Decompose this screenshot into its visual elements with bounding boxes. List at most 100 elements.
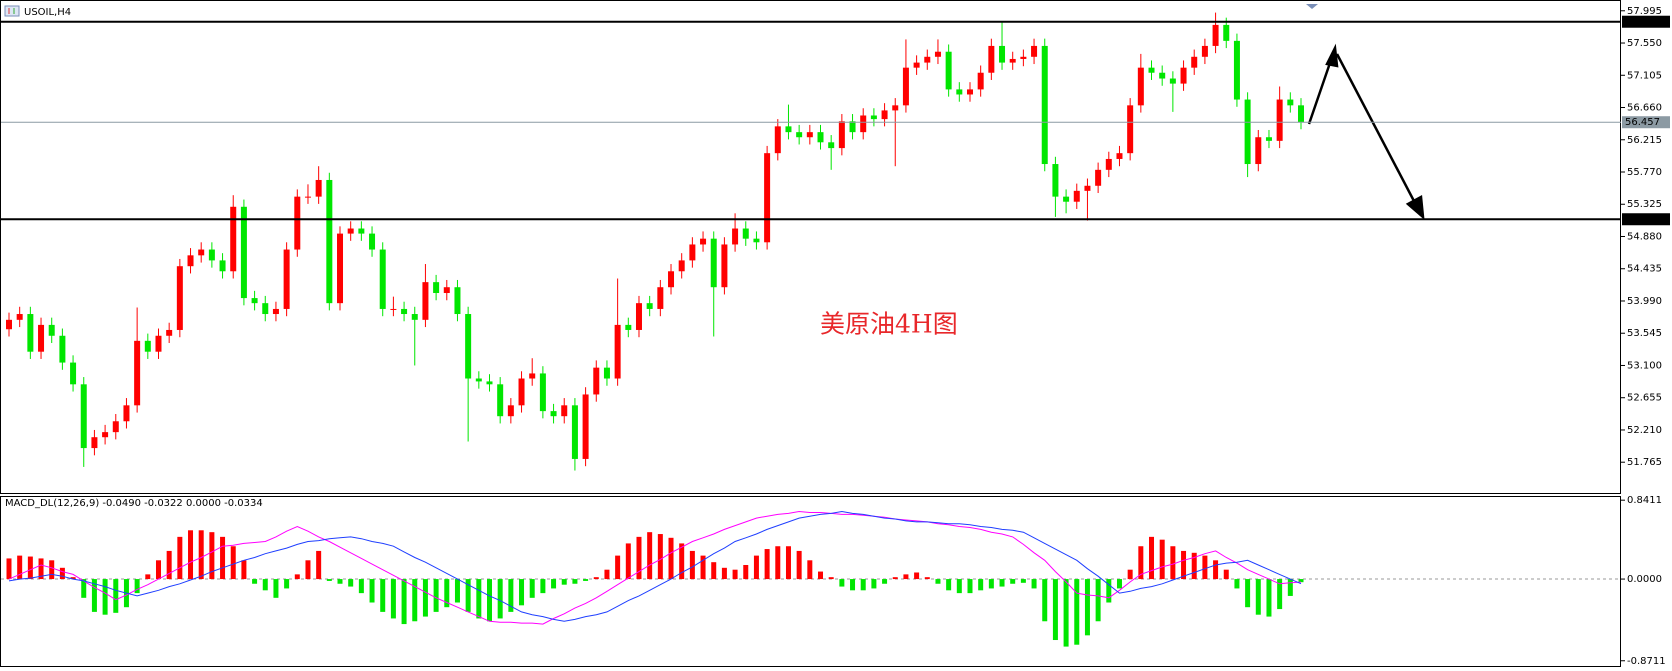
- histogram-bar: [914, 572, 920, 580]
- y-tick-label: 0.0000: [1627, 574, 1662, 585]
- histogram-bar: [145, 574, 151, 580]
- candle-body: [422, 282, 429, 320]
- candle-body: [657, 287, 664, 309]
- candle-body: [764, 153, 771, 243]
- candle-body: [582, 394, 589, 459]
- histogram-bar: [647, 532, 653, 580]
- candle-body: [934, 51, 941, 57]
- current-price-label: 56.457: [1625, 117, 1660, 128]
- candle-body: [1201, 45, 1208, 57]
- candle-body: [123, 405, 130, 422]
- histogram-bar: [711, 562, 717, 580]
- histogram-bar: [1159, 539, 1165, 580]
- candle-body: [614, 324, 621, 379]
- histogram-bar: [102, 579, 108, 615]
- candle-body: [240, 206, 247, 299]
- candle-body: [27, 314, 34, 352]
- histogram-bar: [999, 579, 1005, 587]
- symbol-icon: [4, 5, 20, 17]
- histogram-bar: [540, 579, 546, 594]
- candle-body: [91, 437, 98, 449]
- histogram-bar: [390, 579, 396, 619]
- histogram-bar: [1084, 579, 1090, 636]
- y-tick-label: 53.545: [1627, 328, 1662, 339]
- histogram-bar: [967, 579, 973, 594]
- histogram-bar: [412, 579, 418, 622]
- histogram-bar: [946, 579, 952, 591]
- level-label: 55.118: [1625, 214, 1660, 225]
- candle-body: [443, 287, 450, 294]
- candle-body: [315, 179, 322, 197]
- histogram-bar: [209, 532, 215, 580]
- histogram-bar: [743, 564, 749, 580]
- histogram-bar: [59, 567, 65, 580]
- histogram-bar: [839, 579, 845, 587]
- forecast-arrows: [1307, 43, 1425, 221]
- histogram-bar: [358, 579, 364, 594]
- candle-body: [1233, 40, 1240, 100]
- histogram-bar: [850, 579, 856, 591]
- candle-body: [1073, 190, 1080, 202]
- histogram-bar: [134, 579, 140, 594]
- histogram-bar: [1223, 569, 1229, 580]
- candle-body: [1063, 196, 1070, 202]
- histogram-bar: [1266, 579, 1272, 617]
- histogram-bar: [903, 574, 909, 580]
- y-tick-label: 53.100: [1627, 360, 1662, 371]
- annotation: 美原油4H图: [820, 310, 958, 339]
- histogram-bar: [241, 560, 247, 580]
- candle-body: [689, 244, 696, 261]
- histogram-bar: [1277, 579, 1283, 610]
- macd-panel: [0, 496, 1621, 667]
- histogram-bar: [583, 579, 589, 581]
- histogram-bar: [1020, 579, 1026, 583]
- histogram-bar: [828, 577, 834, 580]
- histogram-bar: [262, 579, 268, 591]
- candle-body: [1255, 137, 1262, 165]
- candle-body: [1052, 164, 1059, 197]
- histogram-bar: [689, 550, 695, 580]
- histogram-bar: [27, 556, 33, 580]
- candle-body: [304, 196, 311, 198]
- histogram-bar: [284, 579, 290, 589]
- candle-body: [1031, 45, 1038, 57]
- candle-body: [635, 303, 642, 330]
- candle-body: [999, 45, 1006, 63]
- histogram-bar: [337, 579, 343, 584]
- histogram-bar: [604, 569, 610, 580]
- histogram-bar: [625, 543, 631, 580]
- candle-body: [1137, 67, 1144, 106]
- candle-body: [272, 308, 279, 315]
- candle-body: [593, 367, 600, 395]
- candle-body: [486, 381, 493, 385]
- histogram-bar: [935, 579, 941, 584]
- candle-body: [561, 405, 568, 417]
- histogram-bar: [369, 579, 375, 603]
- candle-body: [678, 260, 685, 272]
- candle-body: [48, 324, 55, 336]
- histogram-bar: [316, 550, 322, 580]
- candle-body: [603, 367, 610, 379]
- histogram-bar: [497, 579, 503, 619]
- candle-body: [817, 132, 824, 143]
- histogram-bar: [892, 577, 898, 580]
- histogram-bar: [6, 558, 12, 580]
- histogram-bar: [465, 579, 471, 612]
- histogram-bar: [155, 560, 161, 580]
- candle-body: [1159, 72, 1166, 79]
- histogram-bar: [956, 579, 962, 594]
- plot: 57.995 57.550 57.105 56.660 56.215 55.770 55.3…: [1, 6, 1670, 667]
- histogram-bar: [1170, 546, 1176, 580]
- candle-body: [1127, 105, 1134, 154]
- histogram-bar: [764, 549, 770, 580]
- candle-body: [785, 126, 792, 133]
- histogram-bar: [188, 530, 194, 580]
- candle-body: [881, 110, 888, 120]
- histogram-bar: [273, 579, 279, 598]
- candle-body: [892, 105, 899, 111]
- y-tick-label: -0.8711: [1627, 656, 1666, 667]
- histogram-bar: [529, 579, 535, 598]
- candle-body: [465, 314, 472, 379]
- y-tick-label: 53.990: [1627, 296, 1662, 307]
- histogram-bar: [988, 579, 994, 589]
